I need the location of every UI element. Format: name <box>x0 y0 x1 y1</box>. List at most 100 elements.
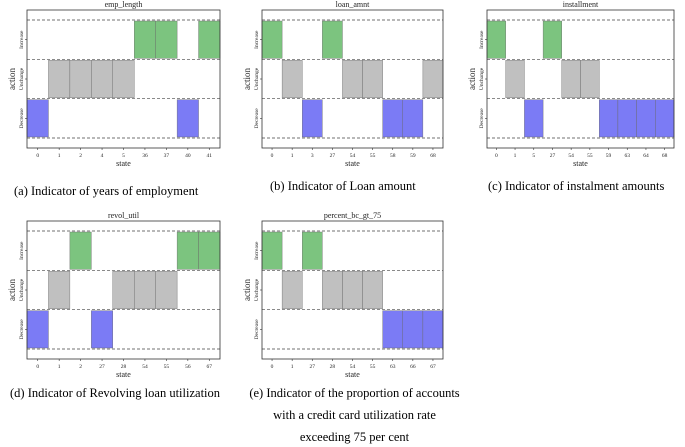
x-tick-label: 40 <box>185 153 191 159</box>
cell-increase-state-41 <box>198 20 221 59</box>
y-tick-label: Unchange <box>254 278 260 301</box>
cell-unchange-state-55 <box>362 60 383 98</box>
x-tick-label: 3 <box>311 153 314 159</box>
x-tick-label: 54 <box>350 364 356 370</box>
cell-decrease-state-40 <box>176 99 199 138</box>
y-tick-label: Increase <box>19 241 25 260</box>
figure-caption: with a credit card utilization rate <box>273 408 436 422</box>
cell-increase-state-27 <box>302 231 323 270</box>
x-tick-label: 28 <box>330 364 336 370</box>
cell-increase-state-2 <box>69 231 92 270</box>
cell-increase-state-0 <box>261 20 283 59</box>
x-tick-label: 4 <box>101 153 104 159</box>
cell-increase-state-0 <box>261 231 283 270</box>
cell-decrease-state-58 <box>382 99 403 138</box>
chart-title: installment <box>563 0 599 9</box>
x-tick-label: 68 <box>662 153 668 159</box>
x-tick-label: 54 <box>350 153 356 159</box>
cell-decrease-state-5 <box>524 99 544 138</box>
cell-increase-state-67 <box>198 231 221 270</box>
x-axis-label: state <box>116 370 131 379</box>
figure-caption: exceeding 75 per cent <box>300 430 410 444</box>
x-tick-label: 68 <box>430 153 436 159</box>
chart-panel-percent-bc-gt-75: percent_bc_gt_75 Increase Unchange Decrease… <box>242 211 460 444</box>
cell-increase-state-0 <box>486 20 506 59</box>
y-tick-label: Increase <box>19 30 25 49</box>
x-tick-label: 58 <box>390 153 396 159</box>
cell-increase-state-56 <box>176 231 199 270</box>
cell-decrease-state-59 <box>402 99 424 138</box>
x-tick-label: 67 <box>207 364 213 370</box>
cell-unchange-state-55 <box>580 60 600 98</box>
cell-decrease-state-3 <box>302 99 323 138</box>
x-axis-label: state <box>573 159 588 168</box>
cell-decrease-state-66 <box>402 310 424 349</box>
figure-caption: (a) Indicator of years of employment <box>14 184 199 198</box>
cell-increase-state-36 <box>134 20 156 59</box>
cell-unchange-state-54 <box>342 271 363 309</box>
cell-decrease-state-0 <box>26 310 49 349</box>
cell-unchange-state-4 <box>91 60 113 98</box>
figure-caption: (c) Indicator of instalment amounts <box>488 179 664 193</box>
cell-unchange-state-1 <box>48 271 71 309</box>
cell-unchange-state-28 <box>322 271 343 309</box>
x-tick-label: 27 <box>550 153 556 159</box>
cell-unchange-state-55 <box>362 271 383 309</box>
x-tick-label: 67 <box>430 364 436 370</box>
y-axis-label: action <box>7 279 17 301</box>
cell-increase-state-37 <box>155 20 178 59</box>
cell-unchange-state-2 <box>69 60 92 98</box>
y-tick-label: Decrease <box>254 319 260 340</box>
x-tick-label: 2 <box>79 153 82 159</box>
x-tick-label: 63 <box>625 153 631 159</box>
y-tick-label: Increase <box>254 241 260 260</box>
cell-decrease-state-67 <box>422 310 444 349</box>
cell-unchange-state-1 <box>281 60 303 98</box>
cell-unchange-state-1 <box>48 60 71 98</box>
x-tick-label: 2 <box>79 364 82 370</box>
chart-panel-installment: installment Increase Unchange Decrease 0 1 5 27… <box>467 0 675 193</box>
x-tick-label: 0 <box>36 364 39 370</box>
x-tick-label: 0 <box>271 364 274 370</box>
y-tick-label: Increase <box>254 30 260 49</box>
x-axis-label: state <box>345 159 360 168</box>
chart-title: loan_amnt <box>336 0 371 9</box>
y-tick-label: Unchange <box>479 67 485 90</box>
cell-unchange-state-1 <box>505 60 525 98</box>
x-tick-label: 1 <box>58 153 61 159</box>
x-tick-label: 0 <box>271 153 274 159</box>
cell-unchange-state-68 <box>422 60 444 98</box>
chart-panel-revol-util: revol_util Increase Unchange Decrease 0 1 2 27 2… <box>7 211 221 400</box>
x-tick-label: 56 <box>185 364 191 370</box>
x-tick-label: 0 <box>36 153 39 159</box>
y-tick-label: Decrease <box>19 108 25 129</box>
x-tick-label: 5 <box>532 153 535 159</box>
chart-panel-loan-amnt: loan_amnt Increase Unchange Decrease 0 1 3 27 54… <box>242 0 444 193</box>
y-tick-label: Unchange <box>19 278 25 301</box>
cell-unchange-state-54 <box>561 60 581 98</box>
x-tick-label: 55 <box>370 364 376 370</box>
y-tick-label: Decrease <box>19 319 25 340</box>
x-tick-label: 28 <box>121 364 127 370</box>
y-axis-label: action <box>242 68 252 90</box>
x-tick-label: 41 <box>207 153 213 159</box>
y-axis-label: action <box>242 279 252 301</box>
y-tick-label: Decrease <box>254 108 260 129</box>
y-axis-label: action <box>7 68 17 90</box>
y-tick-label: Unchange <box>254 67 260 90</box>
cell-unchange-state-5 <box>112 60 135 98</box>
x-tick-label: 59 <box>606 153 612 159</box>
chart-panel-emp-length: emp_length Increase Unchange Decrease 0 1 2 4 5 3… <box>7 0 221 198</box>
x-tick-label: 1 <box>291 153 294 159</box>
cell-unchange-state-28 <box>112 271 135 309</box>
x-tick-label: 1 <box>58 364 61 370</box>
chart-title: revol_util <box>108 211 140 220</box>
x-tick-label: 54 <box>568 153 574 159</box>
figure-caption: (b) Indicator of Loan amount <box>270 179 416 193</box>
y-tick-label: Unchange <box>19 67 25 90</box>
x-tick-label: 36 <box>142 153 148 159</box>
x-tick-label: 66 <box>410 364 416 370</box>
x-tick-label: 27 <box>310 364 316 370</box>
cell-decrease-state-0 <box>26 99 49 138</box>
chart-title: emp_length <box>105 0 143 9</box>
